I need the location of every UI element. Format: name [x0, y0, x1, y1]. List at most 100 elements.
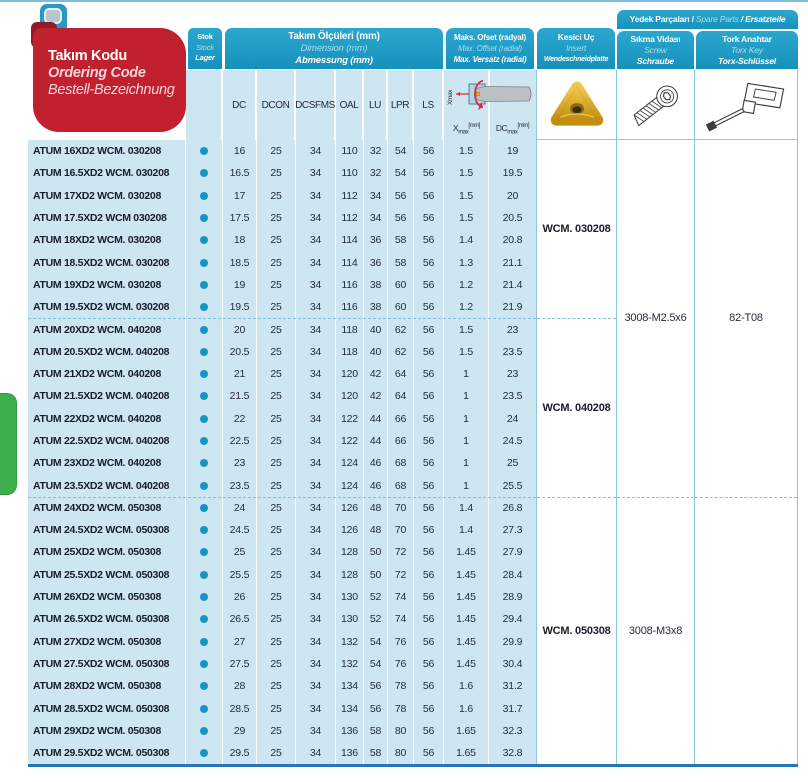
- lu-cell: 56: [364, 697, 388, 720]
- xmax-cell: 1.5: [444, 206, 489, 230]
- tool-code-cell: ATUM 29XD2 WCM. 050308: [28, 719, 186, 743]
- tool-code-cell: ATUM 18.5XD2 WCM. 030208: [28, 251, 186, 274]
- ls-cell: 56: [414, 340, 444, 363]
- dcon-cell: 25: [257, 429, 296, 453]
- xmax-cell: 1: [444, 452, 489, 475]
- dcon-cell: 25: [257, 452, 296, 475]
- stock-indicator-cell: [186, 585, 223, 609]
- dc-cell: 25: [223, 541, 257, 564]
- stock-dot: [200, 191, 208, 200]
- screw-value: 3008-M2.5x6: [624, 312, 687, 325]
- dc-cell: 23.5: [223, 474, 257, 497]
- dcsfms-cell: 34: [296, 229, 336, 252]
- lu-cell: 42: [364, 385, 388, 408]
- dcsfms-cell: 34: [296, 608, 336, 631]
- oal-cell: 134: [336, 675, 364, 698]
- dcmax-cell: 24.5: [502, 435, 523, 447]
- ls-cell: 56: [414, 184, 444, 207]
- stock-indicator-cell: [186, 608, 223, 631]
- stock-indicator-cell: [186, 296, 223, 319]
- dcsfms-cell: 34: [296, 296, 336, 319]
- xmax-cell: 1: [444, 429, 489, 453]
- table-bottom-border: [28, 764, 798, 767]
- dcon-cell: 25: [257, 229, 296, 252]
- oal-cell: 116: [336, 273, 364, 297]
- torx-header: Tork Anahtar Torx Key Torx-Schlüssel: [696, 31, 798, 69]
- stock-dot: [200, 459, 208, 468]
- col-header-dcon: DCON: [257, 70, 296, 140]
- dc-cell: 20: [223, 319, 257, 341]
- table-row: ATUM 16.5XD2 WCM. 030208 16.5 25 34 110 …: [28, 162, 536, 185]
- dc-cell: 26: [223, 585, 257, 609]
- max-offset-header-en: Max. Offset (radial): [457, 44, 523, 53]
- dc-cell: 29: [223, 719, 257, 743]
- oal-cell: 136: [336, 719, 364, 743]
- stock-subheader-spacer: [186, 70, 223, 140]
- stock-dot: [200, 481, 208, 490]
- stock-dot: [200, 392, 208, 401]
- stock-dot: [200, 726, 208, 735]
- lpr-cell: 54: [388, 140, 414, 163]
- table-row: ATUM 18.5XD2 WCM. 030208 18.5 25 34 114 …: [28, 251, 536, 274]
- stock-dot: [200, 659, 208, 668]
- dcmax-cell: 20.5: [502, 212, 523, 225]
- table-row: ATUM 26.5XD2 WCM. 050308 26.5 25 34 130 …: [28, 608, 536, 631]
- dcmax-cell: 19.5: [502, 167, 523, 180]
- dcon-cell: 25: [257, 407, 296, 430]
- offset-column-divider: [488, 70, 490, 140]
- dcsfms-cell: 34: [296, 140, 336, 163]
- dimensions-header-en: Dimension (mm): [300, 43, 368, 54]
- lpr-cell: 62: [388, 319, 414, 341]
- stock-indicator-cell: [186, 429, 223, 453]
- lu-cell: 44: [364, 429, 388, 453]
- dcsfms-cell: 34: [296, 340, 336, 363]
- lpr-cell: 62: [388, 340, 414, 363]
- banner-title-tr: Takım Kodu: [48, 48, 127, 64]
- dcsfms-cell: 34: [296, 273, 336, 297]
- stock-dot: [200, 437, 208, 445]
- stock-dot: [200, 504, 208, 513]
- col-header-ls: LS: [414, 70, 444, 140]
- dcmax-cell: 29.9: [502, 635, 523, 648]
- table-row: ATUM 23.5XD2 WCM. 040208 23.5 25 34 124 …: [28, 474, 536, 497]
- stock-indicator-cell: [186, 340, 223, 363]
- dcmax-cell: 25: [506, 457, 519, 470]
- ls-cell: 56: [414, 385, 444, 408]
- xmax-cell: 1.45: [444, 608, 489, 631]
- dc-cell: 27: [223, 630, 257, 653]
- tool-code-cell: ATUM 19XD2 WCM. 030208: [28, 273, 186, 297]
- dcsfms-cell: 34: [296, 652, 336, 676]
- oal-cell: 126: [336, 519, 364, 542]
- dcon-cell: 25: [257, 251, 296, 274]
- ls-cell: 56: [414, 474, 444, 497]
- xmax-cell: 1.4: [444, 229, 489, 252]
- dcsfms-cell: 34: [296, 184, 336, 207]
- table-row: ATUM 17.5XD2 WCM 030208 17.5 25 34 112 3…: [28, 206, 536, 230]
- oal-cell: 118: [336, 319, 364, 341]
- xmax-cell: 1.5: [444, 340, 489, 363]
- stock-dot: [200, 347, 208, 356]
- dcon-cell: 25: [257, 340, 296, 363]
- dcmax-cell: 20.8: [502, 234, 523, 247]
- tool-code-cell: ATUM 16.5XD2 WCM. 030208: [28, 162, 186, 185]
- dcmax-cell: 27.3: [502, 524, 523, 537]
- xmax-cell: 1.45: [444, 541, 489, 564]
- tool-code-cell: ATUM 24XD2 WCM. 050308: [28, 497, 186, 520]
- table-row: ATUM 16XD2 WCM. 030208 16 25 34 110 32 5…: [28, 140, 536, 163]
- col-header-dcmax: DCmax[mm]: [495, 123, 530, 136]
- tool-code-cell: ATUM 20.5XD2 WCM. 040208: [28, 340, 186, 363]
- table-row: ATUM 19.5XD2 WCM. 030208 19.5 25 34 116 …: [28, 296, 536, 319]
- stock-indicator-cell: [186, 497, 223, 520]
- lpr-cell: 80: [388, 719, 414, 743]
- ls-cell: 56: [414, 675, 444, 698]
- col-header-xmax: Xmax[mm]: [452, 123, 481, 136]
- dcsfms-cell: 34: [296, 385, 336, 408]
- dc-cell: 28.5: [223, 697, 257, 720]
- stock-indicator-cell: [186, 407, 223, 430]
- dc-cell: 16: [223, 140, 257, 163]
- dcon-cell: 25: [257, 719, 296, 743]
- oal-cell: 122: [336, 407, 364, 430]
- oal-cell: 120: [336, 362, 364, 386]
- stock-dot: [200, 214, 208, 223]
- dcmax-cell: 32.3: [502, 724, 523, 737]
